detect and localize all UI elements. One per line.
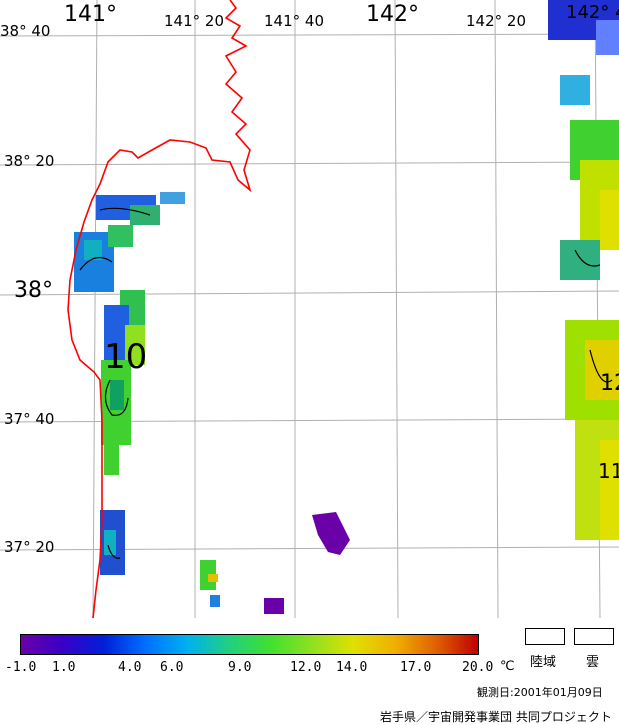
colorbar-tick: 12.0: [290, 660, 322, 675]
colorbar-tick: 14.0: [336, 660, 368, 675]
temperature-colorbar: [20, 634, 479, 655]
isotherm-contours: [79, 207, 613, 559]
colorbar-tick: 4.0: [118, 660, 142, 675]
sst-data-west: [74, 192, 350, 614]
land-label: 陸域: [530, 655, 557, 670]
lat-label: 37° 20: [4, 538, 55, 556]
project-credit: 岩手県／宇宙開発事業団 共同プロジェクト: [380, 710, 612, 724]
cloud-swatch: [574, 628, 614, 645]
colorbar-tick: 6.0: [160, 660, 184, 675]
lat-label: 38° 20: [4, 152, 55, 170]
observation-date: 観測日:2001年01月09日: [477, 686, 603, 699]
contour-label: 12: [600, 371, 619, 396]
land-swatch: [525, 628, 565, 645]
temperature-unit: ℃: [500, 659, 515, 674]
lat-label: 38° 40: [0, 22, 51, 40]
colorbar-tick: 9.0: [228, 660, 252, 675]
contour-label: 10: [104, 337, 147, 377]
coastline: [67, 0, 252, 618]
lon-label: 142°: [366, 2, 419, 27]
colorbar-tick: 17.0: [400, 660, 432, 675]
colorbar-tick: 20.0: [462, 660, 494, 675]
lon-label: 141° 20: [164, 12, 224, 30]
lat-label: 37° 40: [4, 410, 55, 428]
graticule: [0, 0, 619, 618]
sea-surface-temperature-map: 10 12 11: [0, 0, 619, 618]
colorbar-tick: 1.0: [52, 660, 76, 675]
colorbar-tick: -1.0: [5, 660, 37, 675]
cloud-label: 雲: [586, 655, 600, 670]
sst-data-east: [548, 0, 619, 540]
lon-label: 142° 20: [466, 12, 526, 30]
lon-label: 141° 40: [264, 12, 324, 30]
contour-label: 11: [598, 459, 619, 483]
lon-label: 141°: [64, 2, 117, 27]
lat-label: 38°: [14, 278, 53, 303]
lon-label: 142° 40: [566, 2, 619, 23]
